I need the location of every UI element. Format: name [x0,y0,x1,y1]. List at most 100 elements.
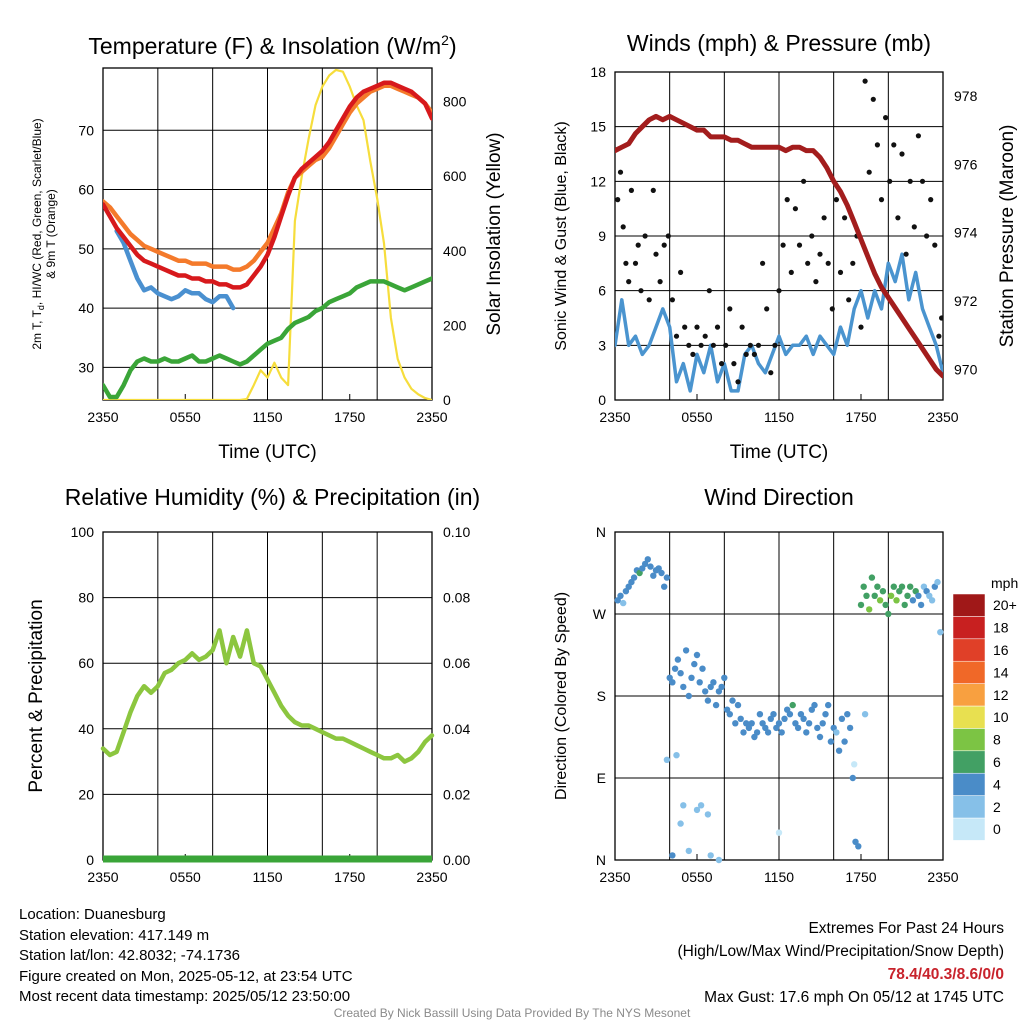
wind-gust-point [768,370,774,376]
wind-direction-point [868,574,876,581]
wind-direction-point [863,592,870,599]
wind-direction-point [685,847,692,855]
y2-tick-label: 800 [443,94,467,110]
y-tick-label: 60 [78,655,94,671]
colorbar-swatch [952,728,986,752]
wind-direction-point [677,670,684,677]
y-tick-label: 40 [78,721,94,737]
temperature-2m-line [103,80,432,290]
y-tick-label: 40 [78,300,94,316]
y2-tick-label: 978 [954,88,978,104]
wind-gust-point [665,233,671,239]
wind-gust-point [891,142,897,148]
y-tick-label: 6 [598,283,606,299]
wind-gust-point [899,151,905,157]
wind-gust-point [842,215,848,221]
wind-direction-point [833,729,840,736]
wind-direction-point [663,756,671,763]
y2-tick-label: 970 [954,361,978,377]
plot-series [615,78,943,393]
x-tick-label: 1750 [845,869,876,885]
wind-direction-point [697,802,705,809]
wind-gust-point [796,242,803,248]
wind-direction-point [871,592,878,599]
wind-gust-point [772,342,778,348]
wind-direction-point [740,729,747,736]
wind-direction-point [715,856,723,864]
chart-title: Temperature (F) & Insolation (W/m2) [88,32,456,59]
wind-gust-point [805,260,811,266]
wind-gust-point [776,288,782,294]
y-axis-label: Sonic Wind & Gust (Blue, Black) [553,121,570,350]
x-tick-label: 2350 [599,409,630,425]
wind-gust-point [874,142,881,148]
y2-tick-label: 972 [954,293,978,309]
wind-direction-point [770,711,777,718]
wind-gust-point [650,187,656,193]
wind-gust-point [911,224,917,230]
wind-direction-point [691,660,698,668]
wind-gust-point [846,297,852,303]
wind-direction-point [647,563,654,570]
chart-panel-2: 2350 0550 1150 1750 235003691215189709729749… [553,30,1018,463]
wind-direction-point [909,597,917,604]
wind-gust-point [735,379,741,385]
wind-direction-point [835,747,843,754]
y-axis-label: Direction (Colored By Speed) [553,592,570,800]
wind-direction-point [879,588,887,595]
wind-gust-point [792,206,799,212]
y-tick-label: 12 [590,173,606,189]
colorbar-swatch [952,660,986,684]
y-tick-label: 30 [78,359,94,375]
wind-gust-point [626,279,632,285]
x-axis-label: Time (UTC) [218,442,317,463]
y2-tick-label: 976 [954,156,978,172]
colorbar-label: 14 [993,664,1009,680]
y-tick-label: 20 [78,786,94,802]
x-tick-label: 2350 [927,409,958,425]
wind-gust-point [751,351,758,357]
wind-direction-point [630,574,638,581]
wind-gust-point [653,251,659,257]
wind-direction-point [718,683,725,691]
wind-direction-point [756,711,764,718]
y2-tick-label: 0.02 [443,786,470,802]
wind-gust-point [657,279,663,285]
wind-direction-point [890,583,897,590]
plot-series [103,68,432,400]
extremes-title: Extremes For Past 24 Hours [808,920,1004,937]
colorbar-label: 4 [993,776,1001,792]
colorbar-swatch [952,795,986,819]
y-tick-label: 3 [598,337,606,353]
x-tick-label: 2350 [87,409,118,425]
wind-gust-point [646,297,652,303]
y2-tick-label: 0.08 [443,590,470,606]
wind-direction-point [825,701,832,709]
wind-gust-point [821,215,827,221]
y2-tick-label: 200 [443,317,467,333]
colorbar-swatch [952,817,986,841]
figure-created: Figure created on Mon, 2025-05-12, at 23… [19,967,353,985]
wind-gust-point [661,242,667,248]
y2-tick-label: 600 [443,168,467,184]
wind-gust-point [743,351,749,357]
y-tick-label: E [597,770,606,786]
wind-gust-point [623,260,629,266]
wind-direction-point [685,692,692,700]
wind-gust-point [682,324,688,330]
wind-direction-point [748,720,755,727]
wind-direction-point [775,720,783,727]
wind-direction-point [816,733,824,741]
y-tick-label: 100 [71,524,95,540]
wind-direction-point [866,606,873,613]
wind-gust-point [907,178,913,184]
y-tick-label: 50 [78,241,94,257]
wind-direction-point [904,592,911,599]
y-tick-label: 9 [598,228,606,244]
wind-gust-point [809,233,815,239]
wind-direction-point [805,720,813,727]
wind-gust-point [936,333,942,339]
wind-gust-point [638,288,644,294]
x-tick-label: 1150 [764,409,794,425]
recent-data-timestamp: Most recent data timestamp: 2025/05/12 2… [19,988,351,1005]
